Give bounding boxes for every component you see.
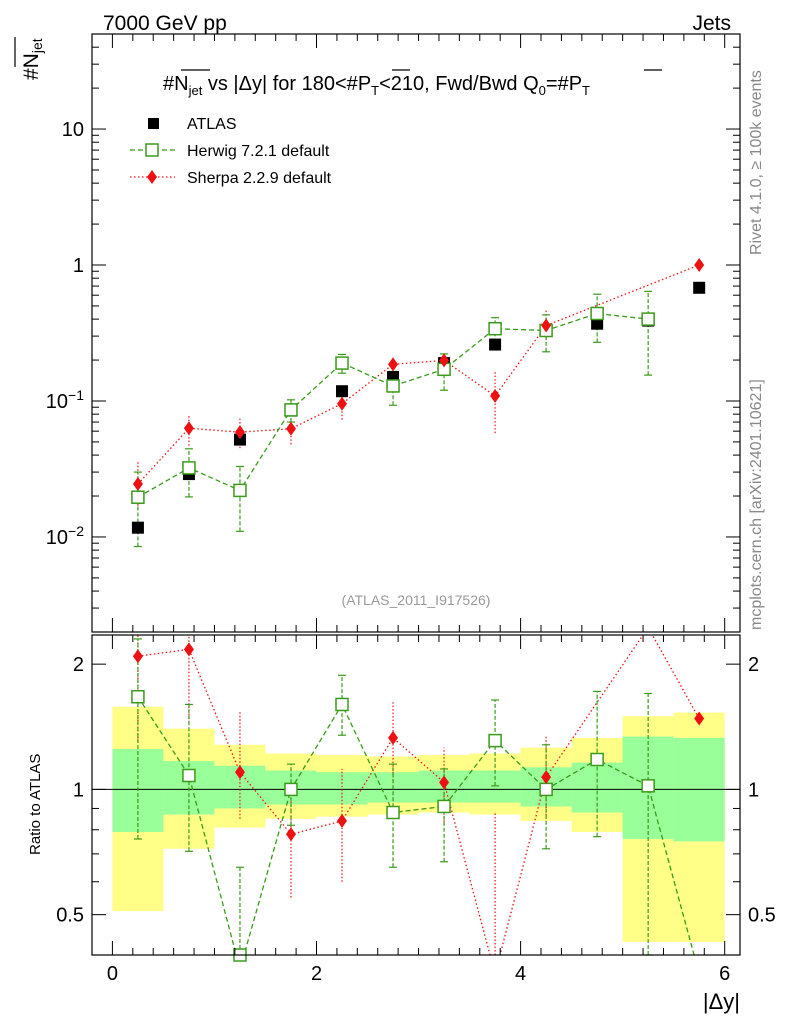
legend-atlas-marker (148, 118, 159, 129)
herwig-point-7 (488, 321, 502, 336)
ratio-plot (92, 635, 740, 962)
herwig-point-5 (386, 379, 400, 393)
x-axis-label: |Δy| (703, 989, 740, 1014)
herwig-ratio-point-10 (641, 779, 655, 793)
main-ytick-label-0: 10 (62, 119, 84, 141)
main-frame (91, 33, 741, 633)
ratio-y-axis-label: Ratio to ATLAS (27, 754, 44, 855)
herwig-ratio-line (137, 696, 695, 955)
main-ytick-label-2: 10−1 (46, 387, 84, 413)
sherpa-point-4 (337, 396, 348, 411)
main-plot (131, 258, 706, 548)
x-tick-label-3: 6 (719, 963, 730, 985)
herwig-point-1 (182, 461, 196, 475)
sherpa-point-11 (694, 258, 705, 273)
herwig-ratio-point-8 (539, 782, 553, 797)
x-tick-label-2: 4 (515, 963, 526, 985)
chart-title: #Njet vs |Δy| for 180<#PT<210, Fwd/Bwd Q… (163, 69, 662, 98)
sherpa-ratio-line (137, 635, 700, 955)
ratio-ytick-label-right-2: 2 (748, 654, 759, 676)
legend-atlas-label: ATLAS (187, 116, 237, 133)
ratio-band-green-4 (316, 772, 368, 805)
header-process-label: Jets (692, 12, 731, 35)
ratio-ytick-label-right-0: 0.5 (748, 905, 776, 927)
sherpa-ratio-point-5 (388, 730, 399, 745)
analysis-watermark: (ATLAS_2011_I917526) (342, 592, 491, 608)
herwig-ratio-point-9 (590, 752, 604, 767)
herwig-ratio-point-0 (131, 689, 145, 704)
main-ytick-label-3: 10−2 (46, 523, 84, 549)
sherpa-ratio-point-6 (439, 775, 450, 790)
axes-frame: 10 1 10−1 10−2 0 2 4 6 0.5 0.5 1 1 2 2 (46, 33, 776, 985)
sherpa-ratio-point-3 (285, 827, 296, 842)
sherpa-point-5 (388, 357, 399, 372)
svg-text:#Njet: #Njet (20, 38, 45, 80)
herwig-ratio-point-1 (182, 768, 196, 783)
herwig-ratio-point-3 (284, 782, 298, 797)
header-energy-label: 7000 GeV pp (103, 12, 227, 35)
sherpa-point-8 (541, 318, 552, 333)
sherpa-ratio-point-8 (541, 770, 552, 785)
atlas-point-9 (591, 317, 604, 330)
sherpa-point-7 (490, 388, 501, 403)
herwig-line (137, 312, 649, 498)
ratio-ytick-label-right-1: 1 (748, 779, 759, 801)
atlas-point-4 (336, 385, 349, 398)
herwig-point-2 (233, 483, 247, 498)
mcplots-label: mcplots.cern.ch [arXiv:2401.10621] (748, 379, 765, 630)
sherpa-ratio-point-1 (183, 642, 194, 657)
sherpa-point-0 (132, 477, 143, 492)
herwig-ratio-point-5 (386, 805, 400, 820)
atlas-point-7 (489, 338, 502, 351)
sherpa-ratio-point-4 (337, 813, 348, 828)
ratio-ytick-label-left-0: 0.5 (56, 905, 84, 927)
sherpa-ratio-point-2 (234, 765, 245, 780)
legend-herwig-marker (145, 143, 159, 157)
sherpa-point-3 (285, 421, 296, 436)
sherpa-point-2 (234, 425, 245, 440)
x-tick-label-0: 0 (107, 963, 118, 985)
legend-herwig-label: Herwig 7.2.1 default (187, 143, 330, 160)
herwig-point-9 (590, 306, 604, 321)
ratio-ytick-label-left-2: 2 (73, 654, 84, 676)
ratio-band-green-7 (469, 770, 521, 803)
sherpa-ratio-point-11 (694, 711, 705, 726)
herwig-ratio-point-7 (488, 733, 502, 748)
main-ytick-label-1: 1 (73, 255, 84, 277)
sherpa-point-1 (183, 421, 194, 436)
herwig-point-4 (335, 356, 349, 370)
main-y-axis-label: #Njet (14, 37, 45, 80)
sherpa-point-6 (439, 353, 450, 368)
atlas-point-2 (233, 433, 246, 446)
ratio-frame (91, 634, 741, 956)
herwig-ratio-point-6 (437, 799, 451, 814)
svg-text:#Njet vs |Δy| for 180<#PT<210,: #Njet vs |Δy| for 180<#PT<210, Fwd/Bwd Q… (163, 73, 590, 98)
herwig-ratio-point-4 (335, 697, 349, 712)
sherpa-ratio-point-0 (132, 649, 143, 664)
herwig-point-3 (284, 403, 298, 417)
legend-sherpa-label: Sherpa 2.2.9 default (187, 170, 332, 187)
ratio-ytick-label-left-1: 1 (73, 779, 84, 801)
atlas-point-11 (693, 281, 706, 294)
atlas-point-0 (131, 521, 144, 534)
rivet-version-label: Rivet 4.1.0, ≥ 100k events (748, 70, 765, 255)
legend: ATLAS Herwig 7.2.1 default Sherpa 2.2.9 … (130, 116, 332, 187)
x-tick-label-1: 2 (311, 963, 322, 985)
herwig-point-10 (641, 312, 655, 326)
sherpa-line (137, 264, 700, 485)
legend-sherpa-marker (147, 170, 157, 184)
herwig-point-0 (131, 490, 145, 504)
